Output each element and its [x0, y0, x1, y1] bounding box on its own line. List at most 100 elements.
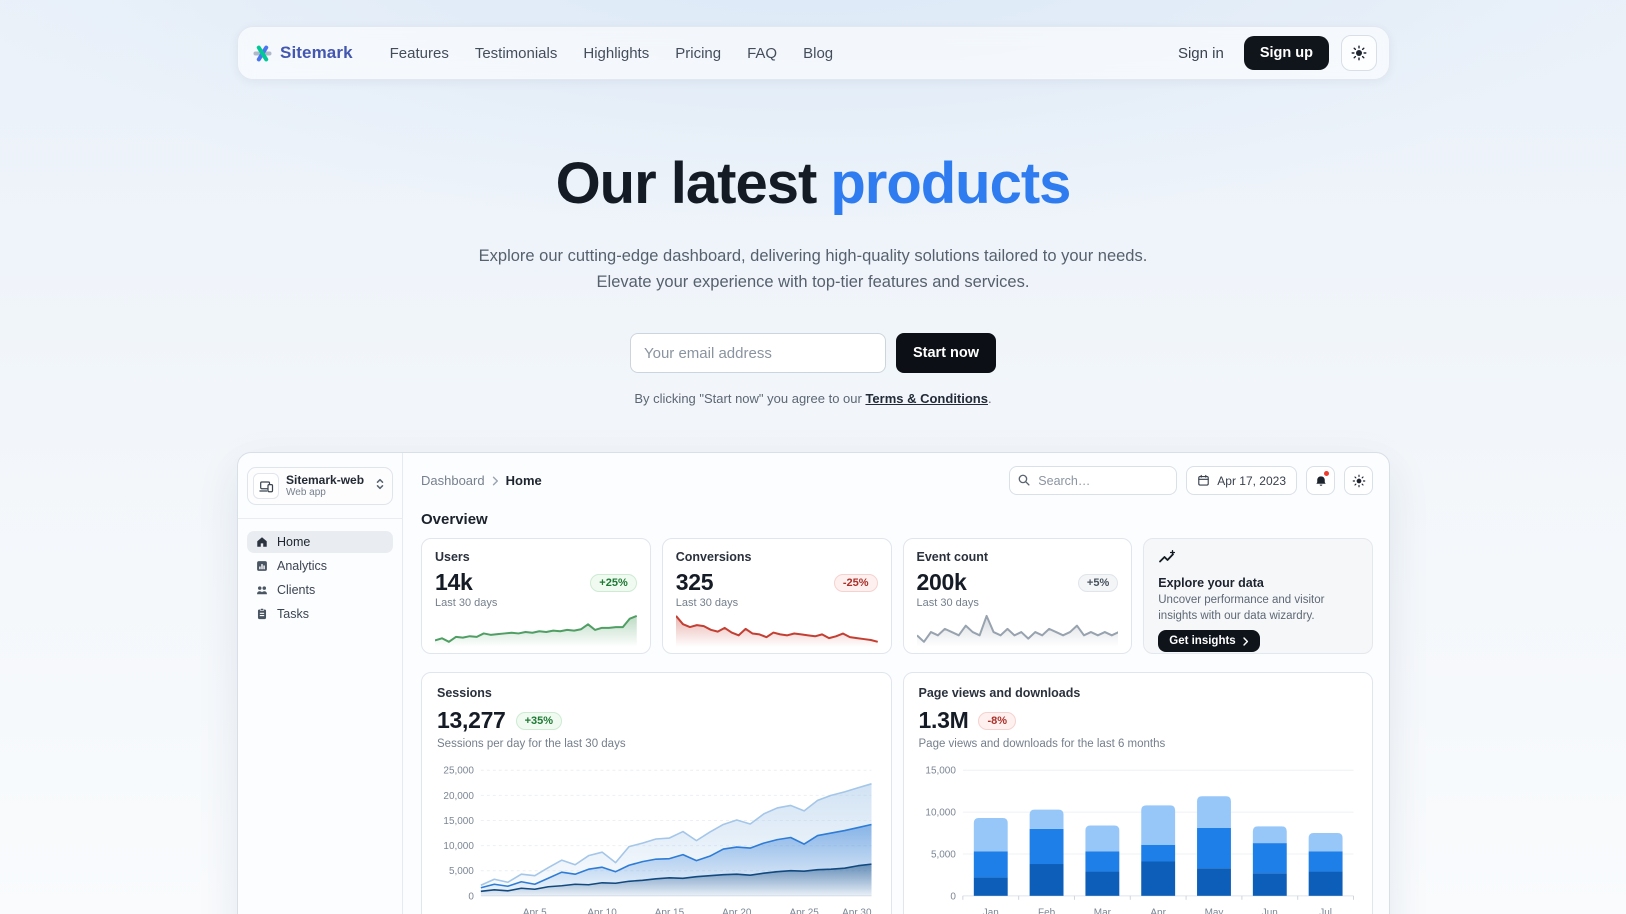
stat-value: 200k: [916, 569, 967, 595]
analytics-icon: [257, 561, 267, 571]
svg-text:Apr 30: Apr 30: [842, 908, 872, 914]
charts-row: Sessions 13,277 +35% Sessions per day fo…: [421, 672, 1373, 914]
dashboard-preview: Sitemark-web Web app Home: [237, 452, 1390, 914]
notification-dot: [1324, 471, 1329, 476]
svg-text:Apr 15: Apr 15: [655, 908, 685, 914]
notifications-button[interactable]: [1306, 466, 1335, 495]
nav-link-features[interactable]: Features: [389, 44, 449, 62]
nav-link-highlights[interactable]: Highlights: [583, 44, 650, 62]
terms-prefix: By clicking "Start now" you agree to our: [634, 391, 866, 407]
email-input[interactable]: [629, 333, 886, 374]
people-icon: [257, 586, 267, 595]
search-box: [1009, 466, 1178, 495]
sidebar-item-label: Analytics: [277, 559, 328, 573]
hero-subtitle: Explore our cutting-edge dashboard, deli…: [0, 244, 1626, 295]
logo-asterisk-icon: [253, 45, 272, 61]
chart-caption: Page views and downloads for the last 6 …: [918, 738, 1166, 750]
svg-text:10,000: 10,000: [443, 841, 474, 852]
chevron-right-icon: [1243, 636, 1248, 646]
sign-in-link[interactable]: Sign in: [1177, 44, 1224, 62]
hero-subtitle-line1: Explore our cutting-edge dashboard, deli…: [478, 247, 1148, 265]
chart-value: 13,277: [437, 707, 506, 733]
chevron-right-icon: [492, 476, 498, 485]
svg-text:Jun: Jun: [1261, 908, 1277, 914]
stat-caption: Last 30 days: [675, 597, 739, 609]
terms-suffix: .: [987, 391, 992, 407]
nav-link-blog[interactable]: Blog: [803, 44, 834, 62]
nav-link-pricing[interactable]: Pricing: [675, 44, 722, 62]
brand-name: Sitemark: [280, 43, 353, 62]
hero-title-main: Our latest: [555, 151, 818, 216]
workspace-type: Web app: [286, 487, 326, 499]
sidebar-item-tasks[interactable]: Tasks: [247, 603, 393, 625]
pageviews-chart-card: Page views and downloads 1.3M -8% Page v…: [902, 672, 1373, 914]
stat-badge: +25%: [590, 573, 637, 592]
stat-caption: Last 30 days: [916, 597, 979, 609]
svg-text:25,000: 25,000: [443, 766, 474, 777]
sidebar-item-analytics[interactable]: Analytics: [247, 555, 393, 577]
stat-badge: -25%: [833, 573, 878, 592]
svg-text:Mar: Mar: [1093, 908, 1111, 914]
dashboard-topbar: Dashboard Home: [421, 466, 1373, 495]
stat-value: 14k: [435, 569, 473, 595]
stat-badge: +5%: [1077, 573, 1119, 592]
breadcrumb-root[interactable]: Dashboard: [421, 473, 485, 488]
section-title: Overview: [421, 511, 488, 528]
navbar: Sitemark Features Testimonials Highlight…: [237, 26, 1390, 80]
stat-card-conversions: Conversions 325 -25% Last 30 days: [661, 538, 892, 654]
terms-link[interactable]: Terms & Conditions: [865, 391, 988, 407]
svg-text:Apr 25: Apr 25: [789, 908, 819, 914]
search-icon: [1018, 474, 1030, 486]
hero-subtitle-line2: Elevate your experience with top-tier fe…: [596, 272, 1030, 291]
stat-label: Users: [435, 550, 470, 564]
chart-title: Sessions: [437, 686, 492, 700]
svg-text:Feb: Feb: [1037, 908, 1055, 914]
nav-link-testimonials[interactable]: Testimonials: [474, 44, 558, 62]
home-icon: [257, 537, 267, 547]
pageviews-bar-chart: 0 5,000 10,000 15,000 Jan Feb Mar Apr May Jun Jul: [925, 766, 1354, 914]
sidebar-item-label: Home: [277, 535, 311, 549]
chart-badge: +35%: [515, 711, 563, 730]
sidebar-item-label: Clients: [277, 583, 316, 597]
svg-text:10,000: 10,000: [925, 808, 956, 819]
search-input[interactable]: [1009, 466, 1178, 495]
promo-button-label: Get insights: [1169, 635, 1236, 648]
get-insights-button[interactable]: Get insights: [1158, 630, 1260, 653]
date-picker-button[interactable]: Apr 17, 2023: [1186, 466, 1297, 495]
topbar-controls: Apr 17, 2023: [1009, 466, 1373, 495]
dashboard-theme-button[interactable]: [1344, 466, 1373, 495]
svg-text:0: 0: [950, 891, 956, 902]
brand-logo[interactable]: Sitemark: [252, 43, 353, 64]
svg-text:15,000: 15,000: [925, 766, 956, 777]
svg-text:May: May: [1204, 908, 1223, 914]
sign-up-button[interactable]: Sign up: [1243, 36, 1329, 70]
chart-badge: -8%: [978, 711, 1016, 730]
bell-icon: [1315, 475, 1326, 486]
workspace-name: Sitemark-web: [286, 472, 365, 487]
stat-card-event-count: Event count 200k +5% Last 30 days: [902, 538, 1133, 654]
terms-note: By clicking "Start now" you agree to our…: [0, 391, 1626, 406]
unfold-more-icon: [374, 477, 386, 496]
sun-icon: [1352, 474, 1365, 487]
sidebar-item-clients[interactable]: Clients: [247, 579, 393, 601]
dashboard-main: Dashboard Home: [403, 453, 1389, 914]
start-now-button[interactable]: Start now: [895, 333, 997, 374]
promo-title: Explore your data: [1158, 576, 1264, 590]
svg-text:20,000: 20,000: [443, 791, 474, 802]
svg-text:Apr 5: Apr 5: [523, 908, 547, 914]
svg-text:5,000: 5,000: [930, 849, 955, 860]
sidebar-item-label: Tasks: [277, 607, 309, 621]
nav-link-faq[interactable]: FAQ: [747, 44, 778, 62]
sidebar-item-home[interactable]: Home: [247, 531, 393, 553]
svg-text:Apr 10: Apr 10: [587, 908, 617, 914]
workspace-select[interactable]: Sitemark-web Web app: [247, 467, 393, 505]
hero-section: Our latest products Explore our cutting-e…: [0, 150, 1626, 406]
calendar-icon: [1198, 474, 1210, 486]
sun-icon: [1351, 45, 1367, 61]
promo-description: Uncover performance and visitor insights…: [1158, 594, 1325, 622]
theme-toggle-button[interactable]: [1341, 35, 1377, 71]
svg-text:Jan: Jan: [982, 908, 998, 914]
breadcrumb: Dashboard Home: [421, 473, 542, 488]
chart-caption: Sessions per day for the last 30 days: [437, 738, 626, 750]
